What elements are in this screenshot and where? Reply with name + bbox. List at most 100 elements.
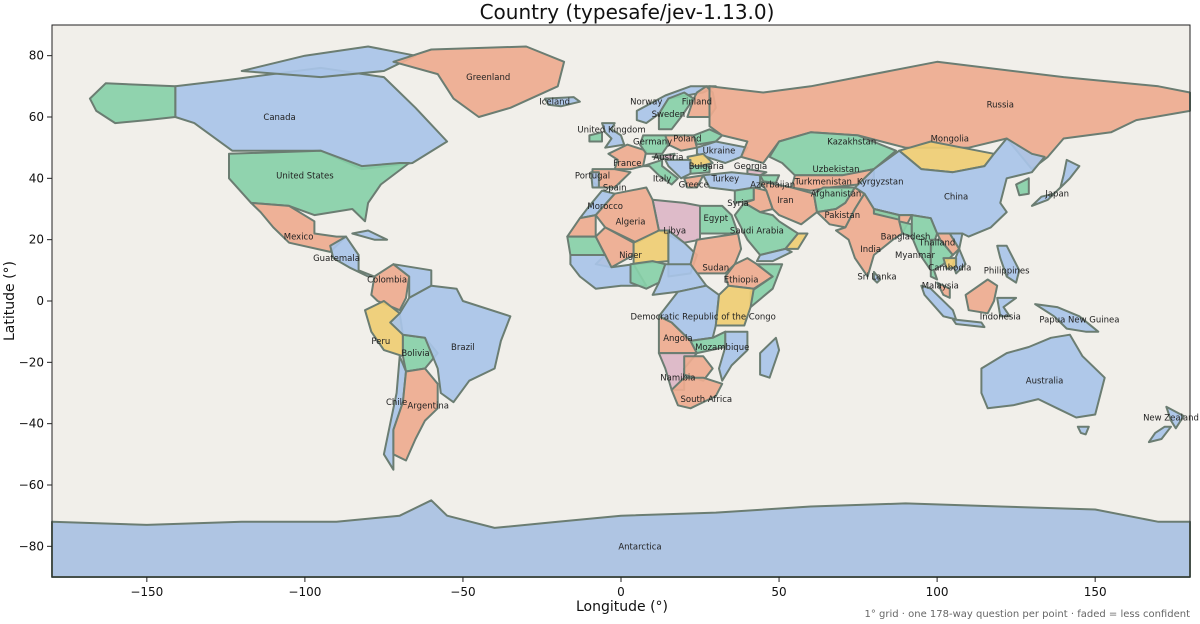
- label-bangladesh: Bangladesh: [881, 233, 931, 243]
- x-axis-ticks: −150 −100 −50 0 50 100 150: [130, 577, 1107, 599]
- label-colombia: Colombia: [367, 276, 407, 286]
- region-greenland: [392, 45, 566, 118]
- region-laos: [936, 232, 961, 256]
- region-belarus: [692, 128, 724, 146]
- region-sri-lanka: [872, 270, 882, 284]
- y-tick-label: 60: [29, 110, 44, 124]
- label-greenland: Greenland: [466, 73, 510, 83]
- label-guatemala: Guatemala: [313, 254, 360, 264]
- chart-title: Country (typesafe/jev-1.13.0): [480, 0, 775, 24]
- label-mexico: Mexico: [284, 233, 314, 243]
- y-tick-label: 40: [29, 171, 44, 185]
- region-portugal: [590, 171, 600, 189]
- label-niger: Niger: [619, 251, 642, 261]
- region-azerbaijan: [759, 174, 781, 184]
- label-sri-lanka: Sri Lanka: [857, 273, 896, 283]
- region-italy: [642, 158, 679, 186]
- label-china: China: [944, 193, 968, 203]
- y-tick-label: −40: [19, 417, 44, 431]
- region-madagascar: [759, 336, 781, 379]
- label-iceland: Iceland: [539, 98, 570, 108]
- region-yemen: [755, 247, 793, 263]
- x-tick-label: 150: [1084, 585, 1107, 599]
- y-tick-label: 80: [29, 49, 44, 63]
- label-ukraine: Ukraine: [703, 147, 736, 157]
- label-libya: Libya: [663, 227, 686, 237]
- label-azerbaijan: Azerbaijan: [750, 181, 795, 191]
- label-morocco: Morocco: [587, 202, 623, 212]
- y-tick-label: 0: [36, 294, 44, 308]
- region-sweden: [657, 91, 695, 131]
- label-iran: Iran: [777, 196, 794, 206]
- region-alaska: [88, 82, 177, 125]
- label-canada: Canada: [263, 113, 295, 123]
- label-sweden: Sweden: [652, 110, 686, 120]
- region-new-zealand-north: [1165, 405, 1185, 430]
- label-afghanistan: Afghanistan: [811, 190, 862, 200]
- region-saudi-arabia: [733, 201, 799, 256]
- label-chile: Chile: [386, 398, 407, 408]
- region-west-africa: [569, 254, 648, 290]
- regions-layer: [51, 45, 1191, 578]
- region-greece: [683, 174, 705, 189]
- region-poland: [664, 134, 698, 152]
- x-tick-label: 0: [617, 585, 625, 599]
- label-philippines: Philippines: [984, 266, 1030, 276]
- label-bolivia: Bolivia: [401, 349, 429, 359]
- label-syria: Syria: [727, 199, 749, 209]
- y-axis-label: Latitude (°): [2, 261, 18, 341]
- label-kyrgyzstan: Kyrgyzstan: [857, 177, 904, 187]
- region-australia: [980, 333, 1106, 419]
- label-south-africa: South Africa: [680, 395, 732, 405]
- region-east-africa: [714, 284, 755, 327]
- region-south-africa: [670, 376, 724, 410]
- y-axis-ticks: 80 60 40 20 0 −20 −40 −60 −80: [19, 49, 52, 553]
- region-new-guinea: [1034, 303, 1100, 333]
- y-tick-label: −20: [19, 355, 44, 369]
- x-tick-label: 50: [771, 585, 786, 599]
- label-cambodia: Cambodia: [928, 263, 971, 273]
- region-new-zealand-south: [1147, 425, 1172, 444]
- label-kazakhstan: Kazakhstan: [827, 138, 876, 148]
- region-mozambique: [718, 330, 749, 382]
- region-borneo: [964, 278, 999, 315]
- x-axis-label: Longitude (°): [576, 599, 668, 615]
- label-norway: Norway: [630, 98, 662, 108]
- region-java: [951, 318, 986, 329]
- label-papua-new-guinea: Papua New Guinea: [1039, 315, 1119, 325]
- footnote: 1° grid · one 178-way question per point…: [864, 609, 1190, 620]
- label-uzbekistan: Uzbekistan: [813, 165, 860, 175]
- region-united-kingdom: [601, 122, 626, 149]
- label-russia: Russia: [987, 101, 1014, 111]
- region-argentina: [392, 367, 439, 462]
- label-finland: Finland: [682, 98, 712, 108]
- label-united-kingdom: United Kingdom: [577, 125, 645, 135]
- label-myanmar: Myanmar: [895, 251, 935, 261]
- country-labels: Greenland Canada Iceland United States Mexic…: [263, 73, 1199, 552]
- region-cuba: [351, 229, 389, 241]
- region-korea: [1015, 177, 1030, 197]
- region-cambodia: [942, 257, 958, 270]
- label-germany: Germany: [633, 138, 672, 148]
- label-mozambique: Mozambique: [695, 343, 749, 353]
- label-turkey: Turkey: [710, 174, 739, 184]
- label-greece: Greece: [679, 181, 709, 191]
- region-france: [607, 143, 648, 171]
- x-tick-label: −150: [130, 585, 163, 599]
- label-italy: Italy: [653, 174, 671, 184]
- label-australia: Australia: [1026, 377, 1064, 387]
- label-ethiopia: Ethiopia: [724, 276, 759, 286]
- label-saudi-arabia: Saudi Arabia: [730, 227, 784, 237]
- region-malaysia: [936, 281, 951, 299]
- label-new-zealand: New Zealand: [1143, 414, 1199, 424]
- label-malaysia: Malaysia: [922, 282, 959, 292]
- label-angola: Angola: [663, 334, 692, 344]
- label-india: India: [860, 245, 881, 255]
- label-sudan: Sudan: [702, 263, 729, 273]
- label-spain: Spain: [603, 184, 627, 194]
- region-nepal: [872, 208, 901, 221]
- label-argentina: Argentina: [407, 401, 448, 411]
- label-indonesia: Indonesia: [980, 312, 1021, 322]
